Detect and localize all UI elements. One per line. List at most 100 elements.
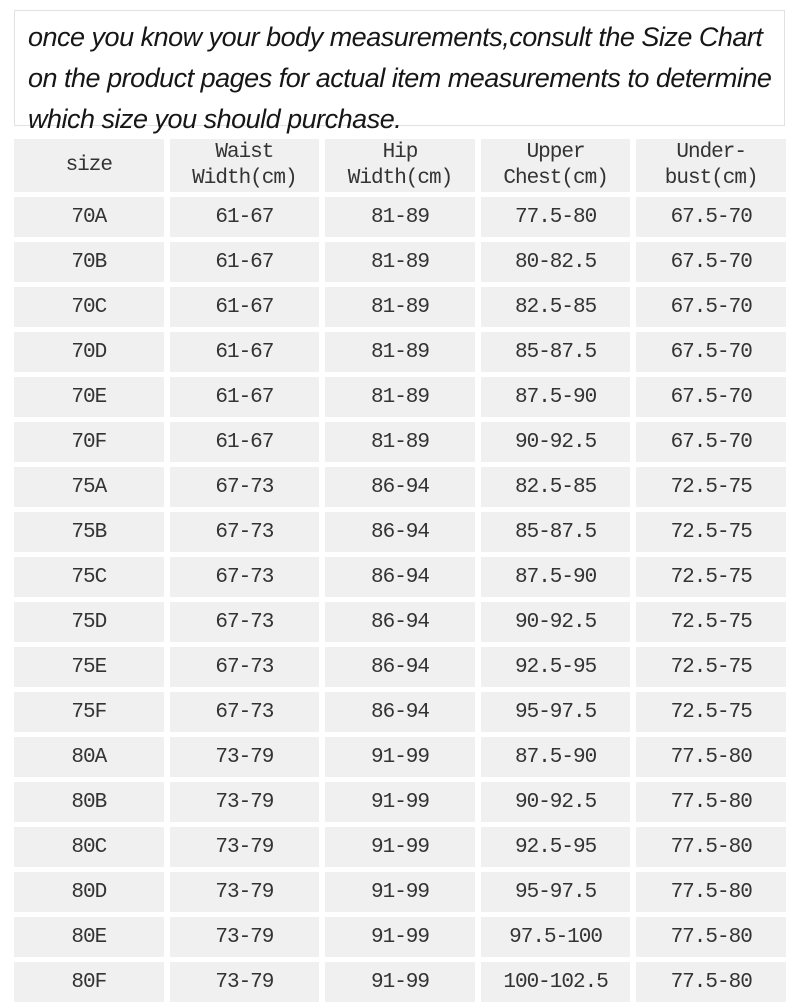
- cell-hip: 81-89: [325, 377, 475, 417]
- cell-hip: 86-94: [325, 692, 475, 732]
- table-row-70F: 70F 61-67 81-89 90-92.5 67.5-70: [14, 422, 786, 462]
- cell-waist: 61-67: [169, 422, 320, 462]
- column-header-upper_chest: Upper Chest(cm): [480, 139, 631, 192]
- column-header-waist: Waist Width(cm): [169, 139, 320, 192]
- cell-underbust: 77.5-80: [636, 962, 786, 1002]
- cell-hip: 91-99: [325, 737, 475, 777]
- cell-hip: 81-89: [325, 422, 475, 462]
- cell-upper_chest: 90-92.5: [480, 422, 631, 462]
- cell-hip: 91-99: [325, 962, 475, 1002]
- cell-underbust: 72.5-75: [636, 512, 786, 552]
- cell-size: 75E: [14, 647, 164, 687]
- cell-waist: 61-67: [169, 377, 320, 417]
- cell-size: 80E: [14, 917, 164, 957]
- table-row-80C: 80C 73-79 91-99 92.5-95 77.5-80: [14, 827, 786, 867]
- table-row-75E: 75E 67-73 86-94 92.5-95 72.5-75: [14, 647, 786, 687]
- cell-upper_chest: 85-87.5: [480, 332, 631, 372]
- column-header-line1: Upper: [526, 140, 586, 164]
- column-header-size: size: [14, 139, 164, 192]
- cell-upper_chest: 90-92.5: [480, 782, 631, 822]
- cell-waist: 61-67: [169, 242, 320, 282]
- cell-size: 80F: [14, 962, 164, 1002]
- cell-waist: 73-79: [169, 737, 320, 777]
- column-header-line1: Hip: [382, 140, 419, 164]
- cell-upper_chest: 87.5-90: [480, 737, 631, 777]
- cell-upper_chest: 97.5-100: [480, 917, 631, 957]
- table-row-80E: 80E 73-79 91-99 97.5-100 77.5-80: [14, 917, 786, 957]
- intro-note-text: once you know your body measurements,con…: [28, 22, 772, 134]
- cell-underbust: 72.5-75: [636, 692, 786, 732]
- table-row-75A: 75A 67-73 86-94 82.5-85 72.5-75: [14, 467, 786, 507]
- cell-upper_chest: 95-97.5: [480, 692, 631, 732]
- cell-hip: 81-89: [325, 332, 475, 372]
- cell-underbust: 67.5-70: [636, 377, 786, 417]
- cell-underbust: 77.5-80: [636, 872, 786, 912]
- cell-waist: 67-73: [169, 467, 320, 507]
- cell-waist: 73-79: [169, 782, 320, 822]
- cell-upper_chest: 100-102.5: [480, 962, 631, 1002]
- cell-upper_chest: 87.5-90: [480, 377, 631, 417]
- cell-hip: 91-99: [325, 827, 475, 867]
- cell-waist: 73-79: [169, 962, 320, 1002]
- cell-waist: 67-73: [169, 557, 320, 597]
- cell-underbust: 77.5-80: [636, 737, 786, 777]
- table-row-75B: 75B 67-73 86-94 85-87.5 72.5-75: [14, 512, 786, 552]
- cell-underbust: 72.5-75: [636, 602, 786, 642]
- table-row-75C: 75C 67-73 86-94 87.5-90 72.5-75: [14, 557, 786, 597]
- column-header-line2: Width(cm): [347, 166, 453, 190]
- cell-upper_chest: 87.5-90: [480, 557, 631, 597]
- table-row-70C: 70C 61-67 81-89 82.5-85 67.5-70: [14, 287, 786, 327]
- cell-size: 75A: [14, 467, 164, 507]
- column-header-line1: Under-: [676, 140, 747, 164]
- cell-underbust: 67.5-70: [636, 197, 786, 237]
- cell-upper_chest: 92.5-95: [480, 827, 631, 867]
- cell-upper_chest: 80-82.5: [480, 242, 631, 282]
- cell-waist: 73-79: [169, 827, 320, 867]
- table-row-80B: 80B 73-79 91-99 90-92.5 77.5-80: [14, 782, 786, 822]
- table-row-75F: 75F 67-73 86-94 95-97.5 72.5-75: [14, 692, 786, 732]
- table-header-row: size Waist Width(cm) Hip Width(cm) Upper Chest…: [14, 139, 786, 192]
- cell-hip: 86-94: [325, 602, 475, 642]
- cell-hip: 91-99: [325, 917, 475, 957]
- cell-underbust: 67.5-70: [636, 242, 786, 282]
- cell-hip: 86-94: [325, 647, 475, 687]
- table-row-80A: 80A 73-79 91-99 87.5-90 77.5-80: [14, 737, 786, 777]
- cell-upper_chest: 92.5-95: [480, 647, 631, 687]
- cell-size: 70A: [14, 197, 164, 237]
- cell-underbust: 72.5-75: [636, 557, 786, 597]
- cell-hip: 86-94: [325, 557, 475, 597]
- size-chart-table: size Waist Width(cm) Hip Width(cm) Upper Chest…: [14, 139, 786, 1007]
- column-header-line2: Chest(cm): [503, 166, 608, 190]
- cell-upper_chest: 95-97.5: [480, 872, 631, 912]
- cell-size: 75D: [14, 602, 164, 642]
- cell-waist: 67-73: [169, 647, 320, 687]
- cell-size: 75C: [14, 557, 164, 597]
- cell-size: 70C: [14, 287, 164, 327]
- cell-size: 80A: [14, 737, 164, 777]
- cell-upper_chest: 77.5-80: [480, 197, 631, 237]
- intro-note-box: once you know your body measurements,con…: [14, 10, 785, 134]
- cell-underbust: 77.5-80: [636, 827, 786, 867]
- table-row-80D: 80D 73-79 91-99 95-97.5 77.5-80: [14, 872, 786, 912]
- cell-upper_chest: 85-87.5: [480, 512, 631, 552]
- cell-underbust: 67.5-70: [636, 422, 786, 462]
- cell-underbust: 67.5-70: [636, 332, 786, 372]
- cell-underbust: 77.5-80: [636, 782, 786, 822]
- cell-size: 80D: [14, 872, 164, 912]
- column-header-line1: Waist: [215, 140, 274, 164]
- cell-waist: 61-67: [169, 197, 320, 237]
- cell-upper_chest: 82.5-85: [480, 467, 631, 507]
- cell-size: 80C: [14, 827, 164, 867]
- cell-hip: 81-89: [325, 197, 475, 237]
- cell-waist: 73-79: [169, 872, 320, 912]
- table-row-70E: 70E 61-67 81-89 87.5-90 67.5-70: [14, 377, 786, 417]
- cell-underbust: 72.5-75: [636, 467, 786, 507]
- table-row-70D: 70D 61-67 81-89 85-87.5 67.5-70: [14, 332, 786, 372]
- cell-upper_chest: 90-92.5: [480, 602, 631, 642]
- cell-size: 70E: [14, 377, 164, 417]
- cell-hip: 86-94: [325, 467, 475, 507]
- cell-underbust: 72.5-75: [636, 647, 786, 687]
- table-row-80F: 80F 73-79 91-99 100-102.5 77.5-80: [14, 962, 786, 1002]
- column-header-hip: Hip Width(cm): [325, 139, 475, 192]
- cell-underbust: 77.5-80: [636, 917, 786, 957]
